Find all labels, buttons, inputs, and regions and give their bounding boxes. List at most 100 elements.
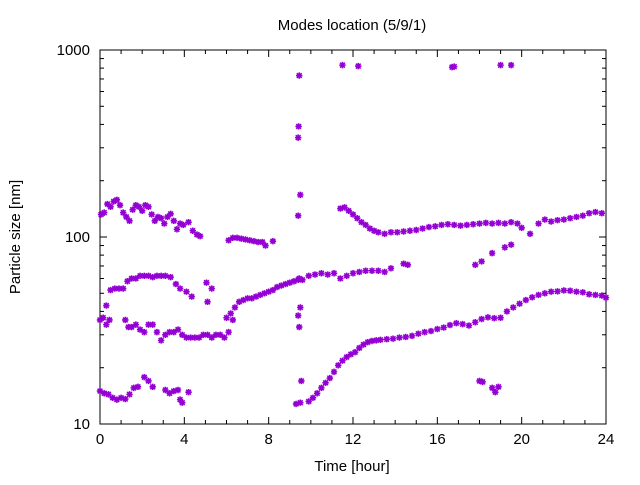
data-point [554, 288, 561, 295]
data-point [172, 280, 180, 288]
data-point [295, 123, 302, 130]
x-tick-label: 8 [264, 431, 272, 448]
data-point [547, 288, 555, 295]
data-point [216, 331, 224, 338]
data-point [469, 221, 477, 228]
data-point [296, 323, 303, 331]
data-point [497, 61, 504, 69]
data-point [254, 238, 262, 246]
data-point [476, 377, 483, 385]
data-point [324, 271, 331, 278]
y-tick-label: 1000 [57, 42, 90, 59]
data-point [560, 216, 568, 223]
data-point [356, 344, 363, 352]
data-point [402, 333, 409, 341]
data-point [354, 215, 361, 222]
data-point [138, 207, 146, 215]
data-point [145, 272, 152, 280]
data-point [188, 293, 195, 300]
data-point [292, 400, 300, 408]
data-point [129, 206, 136, 213]
data-point [432, 223, 439, 230]
data-point [427, 327, 435, 335]
data-point [296, 275, 303, 282]
data-point [476, 220, 483, 227]
data-point [135, 203, 143, 211]
data-point [111, 285, 118, 292]
data-point [107, 286, 114, 294]
x-tick-label: 24 [598, 431, 615, 448]
data-point [185, 218, 192, 226]
data-point [229, 316, 237, 324]
data-point [457, 222, 464, 229]
x-tick-label: 0 [96, 431, 104, 448]
data-point [130, 384, 137, 392]
data-point [126, 217, 133, 225]
data-point [573, 288, 580, 295]
data-point [415, 330, 422, 337]
data-point [484, 314, 492, 321]
x-tick-label: 16 [429, 431, 446, 448]
data-point [501, 220, 508, 227]
data-point [305, 398, 312, 405]
data-point [273, 283, 281, 291]
y-axis-label: Particle size [nm] [7, 180, 24, 294]
data-point [585, 210, 593, 217]
data-point [157, 272, 165, 280]
data-point [446, 321, 454, 329]
data-point [164, 213, 171, 221]
data-point [294, 212, 302, 219]
data-point [400, 228, 407, 235]
data-point [117, 394, 125, 402]
data-point [297, 304, 304, 311]
data-point [167, 210, 174, 218]
data-point [364, 338, 371, 346]
data-point [187, 334, 194, 341]
data-points [96, 61, 610, 408]
data-point [167, 273, 174, 281]
data-point [518, 224, 525, 231]
data-point [573, 213, 580, 221]
data-point [109, 394, 116, 402]
data-point [472, 261, 479, 269]
data-point [103, 302, 110, 309]
data-point [566, 287, 574, 294]
data-point [503, 308, 511, 315]
data-point [330, 368, 338, 376]
data-point [145, 203, 152, 211]
data-point [204, 331, 211, 338]
data-point [204, 298, 211, 306]
data-point [299, 276, 306, 284]
data-point [444, 221, 452, 228]
data-point [560, 287, 568, 294]
data-point [166, 390, 173, 397]
data-point [507, 61, 515, 69]
data-point [404, 261, 412, 269]
data-point [223, 314, 230, 321]
data-point [153, 328, 161, 336]
data-point [97, 211, 105, 218]
data-point [162, 331, 169, 338]
data-point [132, 275, 140, 282]
data-point [242, 236, 249, 243]
data-point [425, 223, 433, 231]
data-point [491, 314, 498, 322]
data-point [453, 319, 460, 327]
data-point [318, 384, 325, 392]
data-point [123, 213, 130, 221]
data-point [297, 191, 304, 199]
data-point [326, 374, 334, 382]
data-point [119, 209, 127, 216]
data-point [162, 272, 169, 280]
data-point [526, 230, 534, 238]
data-point [203, 279, 210, 286]
data-point [554, 216, 561, 224]
data-point [113, 196, 121, 204]
data-point [322, 379, 329, 387]
data-point [375, 267, 382, 274]
data-point [294, 134, 302, 141]
data-point [126, 391, 133, 398]
data-point [438, 221, 445, 229]
data-point [225, 237, 232, 244]
